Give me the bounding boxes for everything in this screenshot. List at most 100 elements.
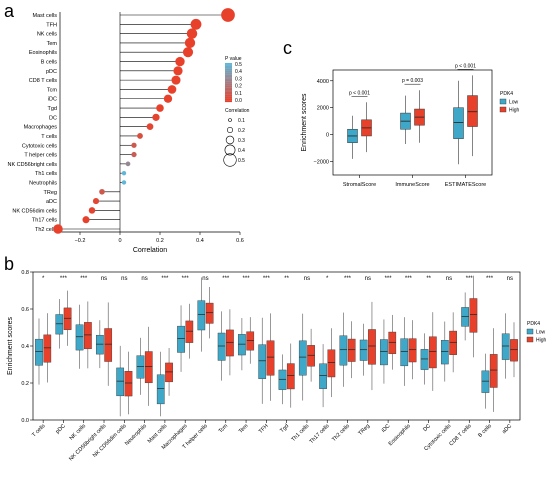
panel-a-label: a (4, 1, 15, 21)
pvalue-gradient-slice (225, 94, 232, 96)
lollipop-point (99, 188, 105, 195)
significance-label: *** (80, 276, 88, 282)
lollipop-point (167, 85, 177, 94)
significance-label: *** (405, 276, 413, 282)
pvalue-gradient-slice (225, 82, 232, 84)
panel-b-boxplot-chart: 0.0 0.2 0.4 0.6 0.8 Enrichment scores * T cells… (7, 270, 547, 462)
correlation-legend-circle (224, 144, 236, 156)
significance-label: *** (182, 276, 190, 282)
significance-label: ns (141, 276, 147, 282)
category-label: T cells (41, 134, 57, 140)
significance-label: *** (263, 276, 271, 282)
box-body (116, 367, 125, 397)
significance-label: ** (284, 276, 289, 282)
pvalue-gradient-slice (225, 78, 232, 80)
pvalue-gradient-slice (225, 79, 232, 82)
significance-label: ns (507, 276, 513, 282)
category-label: Macrophages (24, 125, 58, 131)
legend-label: High (509, 108, 520, 114)
box-body (63, 307, 72, 330)
box-body (124, 371, 133, 397)
x-tick-label: Neutrophils (124, 423, 148, 447)
box-body (453, 107, 464, 139)
category-label: Tem (47, 41, 58, 47)
pvalue-gradient-slice (225, 90, 232, 92)
pvalue-gradient-slice (225, 96, 232, 99)
correlation-legend-tick: 0.5 (238, 158, 245, 164)
category-label: Th1 cells (35, 171, 57, 177)
significance-label: *** (222, 276, 230, 282)
lollipop-point (88, 207, 96, 214)
significance-label: *** (161, 276, 169, 282)
box-body (388, 331, 397, 354)
x-tick-label: TFH (258, 423, 270, 435)
legend-swatch (526, 328, 534, 335)
x-tick-label: 0.2 (156, 238, 164, 244)
lollipop-point (163, 94, 173, 103)
lollipop-point (137, 133, 143, 139)
box-body (278, 369, 287, 390)
y-tick-label: 0.2 (21, 381, 29, 387)
box-body (298, 340, 307, 376)
box-body (489, 354, 498, 388)
lollipop-point (131, 142, 137, 148)
category-label: NK cells (37, 32, 57, 38)
box-body (428, 336, 437, 369)
box-body (400, 338, 409, 367)
x-tick-label: pDC (55, 423, 67, 435)
lollipop-point (175, 56, 185, 67)
box-body (96, 334, 104, 355)
box-body (165, 362, 173, 383)
pvalue-gradient-slice (225, 76, 232, 78)
pvalue-legend-title: P value (225, 56, 242, 62)
pvalue-gradient-slice (225, 77, 232, 79)
x-tick-label: Th2 cells (331, 423, 351, 443)
box-body (136, 355, 145, 379)
category-label: CD8 T cells (29, 78, 57, 84)
pvalue-gradient-slice (225, 66, 232, 69)
pvalue-gradient-slice (225, 70, 232, 73)
box-body (440, 340, 449, 365)
y-axis-title: Enrichment scores (7, 317, 14, 375)
lollipop-point (53, 224, 63, 234)
panel-b-label: b (4, 254, 14, 274)
x-tick-label: NK cells (69, 423, 88, 442)
category-label: NK CD56bright cells (7, 162, 57, 168)
pvalue-gradient-slice (225, 83, 232, 86)
pvalue-gradient-slice (225, 69, 232, 71)
x-tick-label: 0 (118, 238, 121, 244)
correlation-legend-tick: 0.4 (238, 148, 245, 154)
lollipop-point (184, 37, 196, 49)
box-body (469, 298, 478, 333)
pvalue-gradient-slice (225, 65, 232, 67)
y-axis-title: Enrichment scores (301, 93, 308, 151)
box-body (307, 345, 315, 367)
box-body (319, 363, 327, 389)
pvalue-legend-tick: 0.3 (235, 76, 242, 82)
significance-label: *** (243, 276, 251, 282)
box-body (501, 333, 510, 360)
pvalue-label: p < 0.001 (455, 63, 476, 69)
pvalue-gradient-slice (225, 63, 232, 65)
box-body (359, 339, 368, 361)
lollipop-point (131, 151, 137, 158)
category-label: aDC (46, 199, 57, 205)
box-body (205, 302, 214, 324)
pvalue-label: p = 0.003 (402, 78, 423, 84)
significance-label: *** (486, 276, 494, 282)
category-label: DC (49, 115, 57, 121)
legend-swatch (499, 98, 507, 105)
x-tick-label: CD8 T cells (448, 423, 472, 447)
box-body (481, 370, 490, 393)
x-axis-title: Correlation (133, 247, 167, 254)
panel-c-boxplot-chart: −2000 0 2000 4000 Enrichment scores StromalSc… (301, 63, 520, 188)
correlation-legend-title: Correlation (225, 108, 250, 114)
x-tick-label: DC (422, 423, 432, 433)
box-body (84, 322, 92, 350)
y-tick-label: 0.4 (21, 344, 29, 350)
pvalue-gradient-slice (225, 91, 232, 93)
category-label: Mast cells (33, 13, 58, 19)
box-body (104, 328, 113, 362)
box-body (510, 339, 518, 362)
